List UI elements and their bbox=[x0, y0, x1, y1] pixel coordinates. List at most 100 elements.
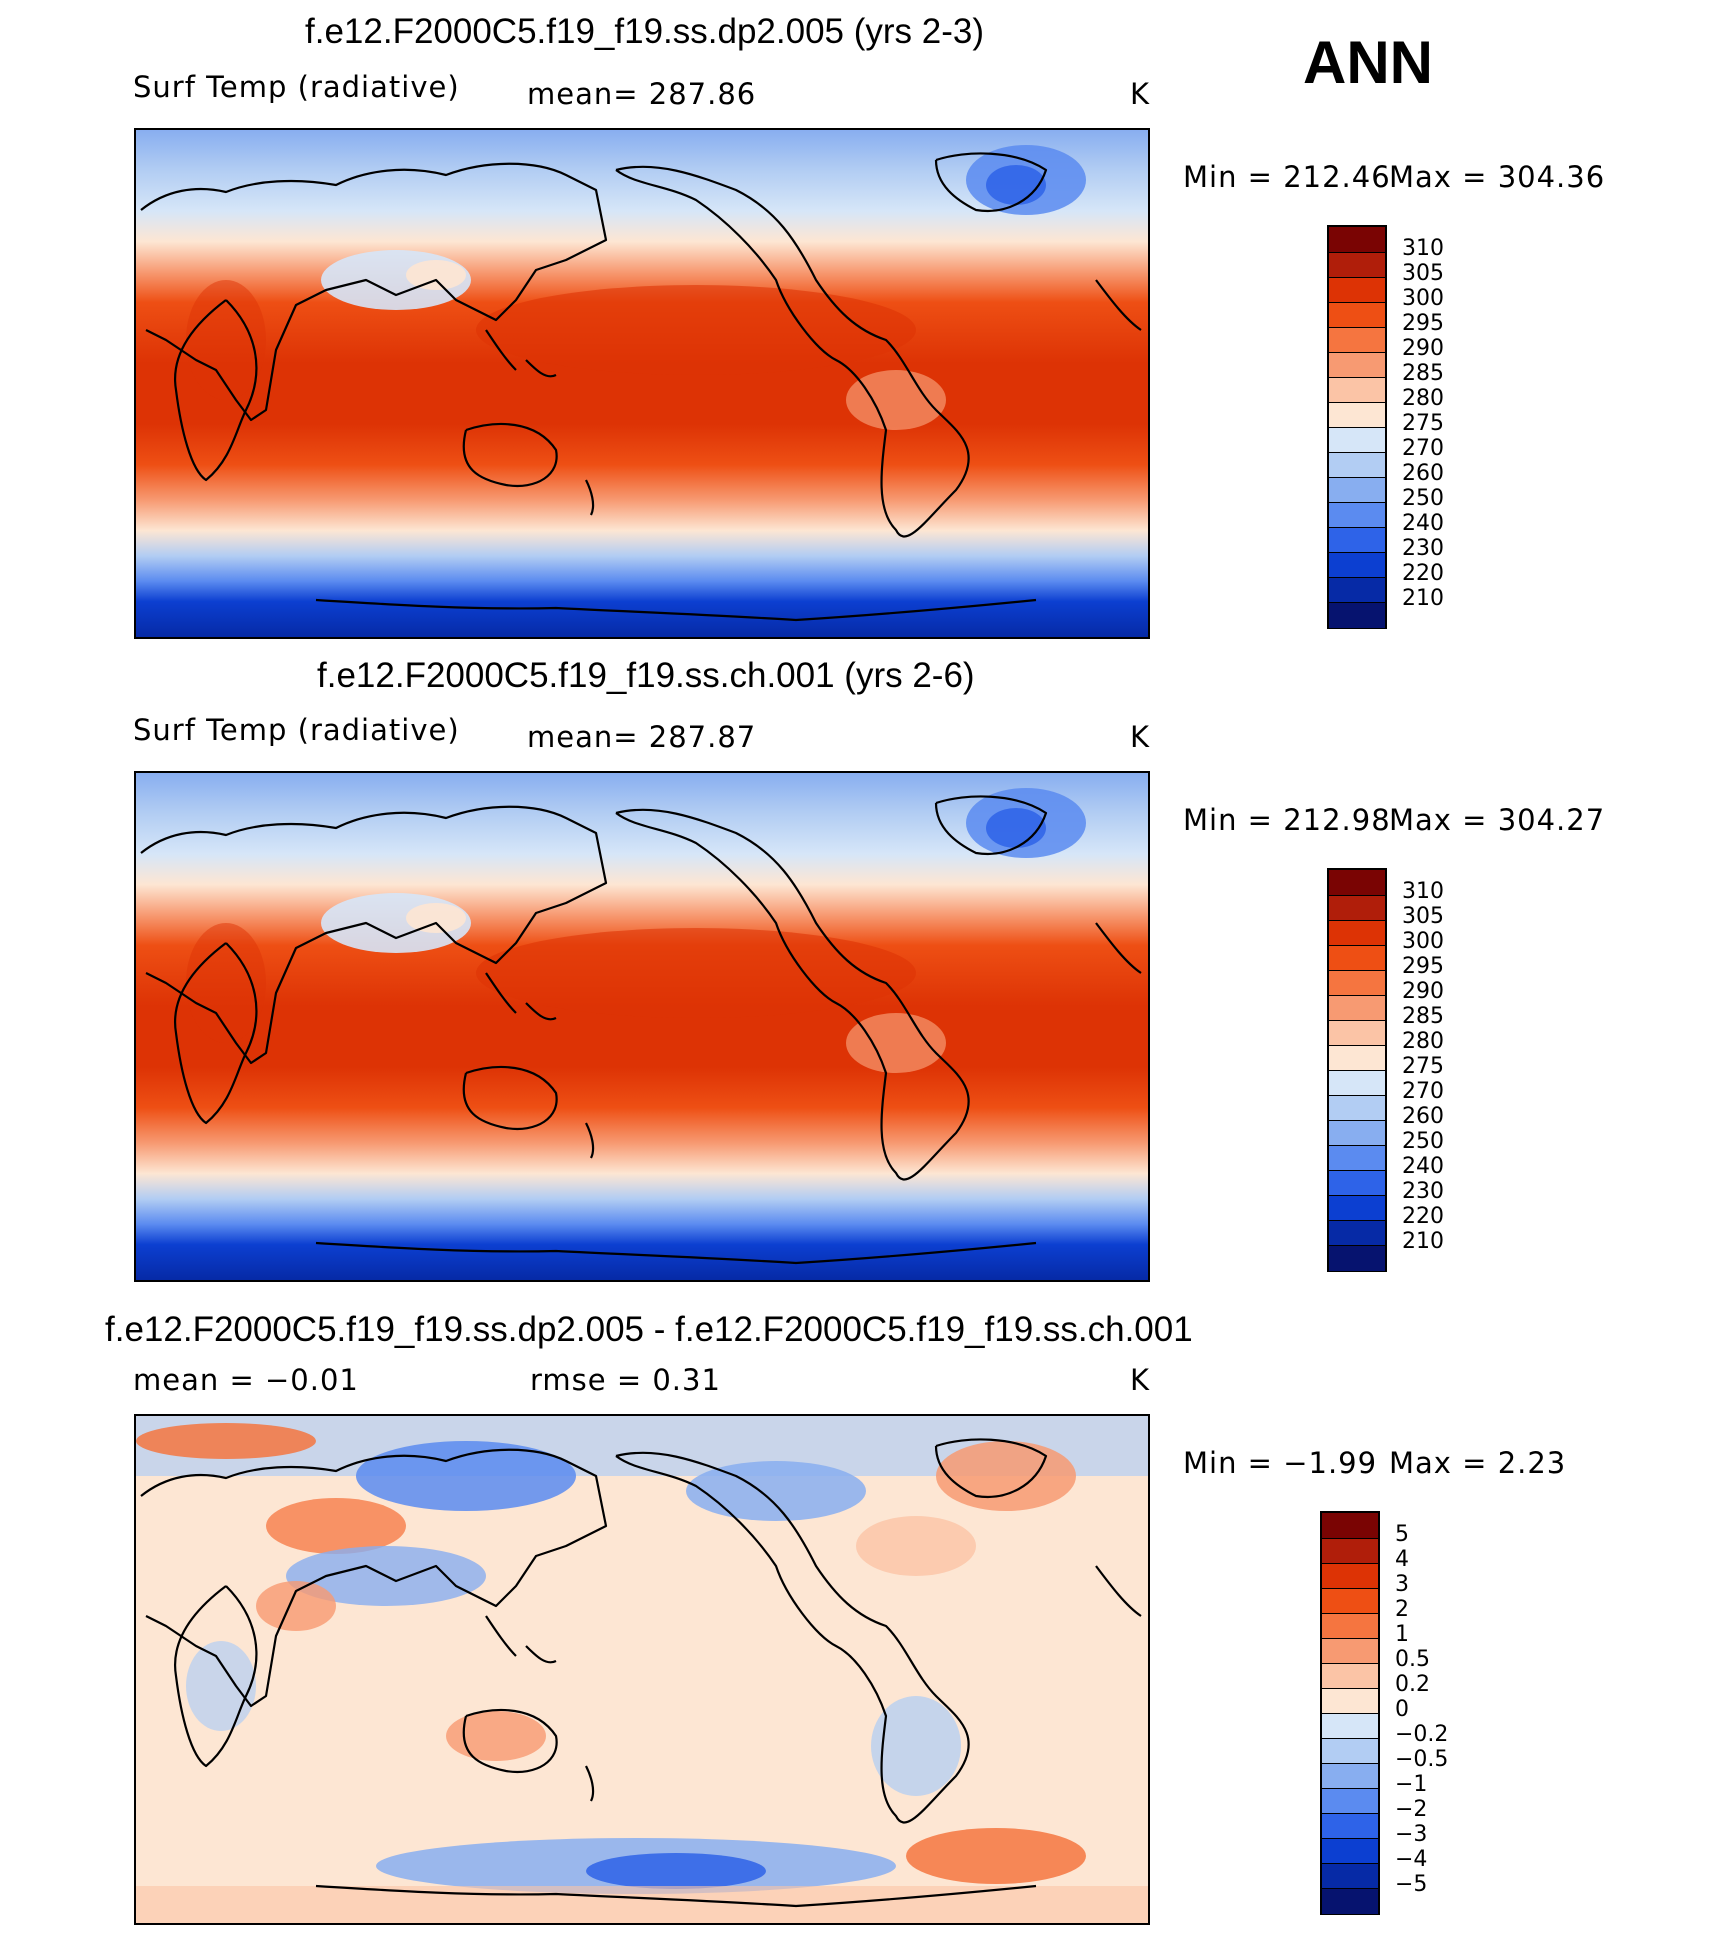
season-label: ANN bbox=[1303, 29, 1433, 96]
colorbar-cell bbox=[1322, 1738, 1378, 1764]
panel-3-map bbox=[134, 1414, 1150, 1925]
colorbar-tick-label: 300 bbox=[1402, 286, 1444, 311]
panel-1-mean-label: mean= 287.86 bbox=[527, 77, 757, 111]
colorbar-tick-label: −5 bbox=[1395, 1872, 1428, 1897]
colorbar-cell bbox=[1322, 1638, 1378, 1664]
colorbar-cell bbox=[1322, 1688, 1378, 1714]
colorbar-tick-label: 290 bbox=[1402, 979, 1444, 1004]
colorbar-cell bbox=[1329, 870, 1385, 895]
colorbar-tick-label: 305 bbox=[1402, 904, 1444, 929]
panel-3-units-label: K bbox=[1130, 1363, 1151, 1397]
panel-2-colorbar bbox=[1327, 868, 1387, 1272]
colorbar-tick-label: 275 bbox=[1402, 411, 1444, 436]
panel-3-rmse-label: rmse = 0.31 bbox=[530, 1363, 721, 1397]
colorbar-cell bbox=[1329, 402, 1385, 428]
colorbar-cell bbox=[1329, 1145, 1385, 1171]
colorbar-cell bbox=[1329, 502, 1385, 528]
panel-3-max-label: Max = 2.23 bbox=[1389, 1446, 1567, 1480]
colorbar-tick-label: 0 bbox=[1395, 1697, 1409, 1722]
colorbar-cell bbox=[1329, 970, 1385, 996]
panel-3-mean-label: mean = −0.01 bbox=[133, 1363, 359, 1397]
colorbar-cell bbox=[1329, 252, 1385, 278]
colorbar-cell bbox=[1329, 352, 1385, 378]
panel-1-variable-label: Surf Temp (radiative) bbox=[133, 70, 460, 104]
colorbar-cell bbox=[1329, 1220, 1385, 1246]
panel-2-land-features bbox=[186, 788, 1086, 1073]
colorbar-tick-label: 280 bbox=[1402, 1029, 1444, 1054]
colorbar-cell bbox=[1329, 1020, 1385, 1046]
colorbar-cell bbox=[1329, 302, 1385, 328]
colorbar-cell bbox=[1329, 1095, 1385, 1121]
colorbar-tick-label: 230 bbox=[1402, 1179, 1444, 1204]
colorbar-cell bbox=[1329, 477, 1385, 503]
colorbar-cell bbox=[1329, 1120, 1385, 1146]
colorbar-cell bbox=[1322, 1663, 1378, 1689]
colorbar-tick-label: 300 bbox=[1402, 929, 1444, 954]
colorbar-tick-label: 5 bbox=[1395, 1522, 1409, 1547]
colorbar-cell bbox=[1329, 577, 1385, 603]
colorbar-cell bbox=[1322, 1538, 1378, 1564]
colorbar-cell bbox=[1322, 1788, 1378, 1814]
panel-1-units-label: K bbox=[1130, 77, 1151, 111]
colorbar-tick-label: 270 bbox=[1402, 1079, 1444, 1104]
colorbar-tick-label: 0.5 bbox=[1395, 1647, 1430, 1672]
colorbar-cell bbox=[1329, 920, 1385, 946]
colorbar-cell bbox=[1329, 1070, 1385, 1096]
colorbar-tick-label: 310 bbox=[1402, 236, 1444, 261]
colorbar-tick-label: −4 bbox=[1395, 1847, 1428, 1872]
colorbar-tick-label: 240 bbox=[1402, 511, 1444, 536]
colorbar-tick-label: 285 bbox=[1402, 361, 1444, 386]
panel-1-colorbar bbox=[1327, 225, 1387, 629]
panel-2-map bbox=[134, 771, 1150, 1282]
panel-2-title: f.e12.F2000C5.f19_f19.ss.ch.001 (yrs 2-6… bbox=[317, 656, 975, 695]
colorbar-cell bbox=[1329, 452, 1385, 478]
colorbar-tick-label: 260 bbox=[1402, 1104, 1444, 1129]
colorbar-tick-label: 220 bbox=[1402, 561, 1444, 586]
colorbar-cell bbox=[1322, 1513, 1378, 1538]
panel-1-title: f.e12.F2000C5.f19_f19.ss.dp2.005 (yrs 2-… bbox=[305, 12, 985, 51]
colorbar-tick-label: 280 bbox=[1402, 386, 1444, 411]
colorbar-tick-label: −2 bbox=[1395, 1797, 1428, 1822]
colorbar-cell bbox=[1329, 1195, 1385, 1221]
colorbar-cell bbox=[1329, 895, 1385, 921]
colorbar-tick-label: 305 bbox=[1402, 261, 1444, 286]
colorbar-cell bbox=[1329, 552, 1385, 578]
colorbar-cell bbox=[1329, 277, 1385, 303]
panel-3-title: f.e12.F2000C5.f19_f19.ss.dp2.005 - f.e12… bbox=[105, 1310, 1193, 1349]
colorbar-cell bbox=[1322, 1813, 1378, 1839]
panel-2-mean-label: mean= 287.87 bbox=[527, 720, 757, 754]
panel-1-map bbox=[134, 128, 1150, 639]
colorbar-cell bbox=[1329, 602, 1385, 628]
colorbar-cell bbox=[1322, 1888, 1378, 1914]
colorbar-cell bbox=[1329, 1170, 1385, 1196]
colorbar-tick-label: 0.2 bbox=[1395, 1672, 1430, 1697]
colorbar-tick-label: 270 bbox=[1402, 436, 1444, 461]
colorbar-tick-label: 285 bbox=[1402, 1004, 1444, 1029]
colorbar-cell bbox=[1329, 527, 1385, 553]
colorbar-tick-label: 240 bbox=[1402, 1154, 1444, 1179]
colorbar-tick-label: 3 bbox=[1395, 1572, 1409, 1597]
colorbar-cell bbox=[1329, 995, 1385, 1021]
colorbar-tick-label: 295 bbox=[1402, 311, 1444, 336]
colorbar-tick-label: 210 bbox=[1402, 1229, 1444, 1254]
colorbar-cell bbox=[1329, 1245, 1385, 1271]
colorbar-cell bbox=[1322, 1838, 1378, 1864]
colorbar-tick-label: 210 bbox=[1402, 586, 1444, 611]
colorbar-cell bbox=[1329, 327, 1385, 353]
colorbar-tick-label: 295 bbox=[1402, 954, 1444, 979]
colorbar-cell bbox=[1322, 1563, 1378, 1589]
colorbar-tick-label: −0.2 bbox=[1395, 1722, 1449, 1747]
colorbar-tick-label: 260 bbox=[1402, 461, 1444, 486]
panel-1-coastlines bbox=[140, 152, 1142, 622]
panel-2-variable-label: Surf Temp (radiative) bbox=[133, 713, 460, 747]
colorbar-tick-label: 4 bbox=[1395, 1547, 1409, 1572]
colorbar-tick-label: 1 bbox=[1395, 1622, 1409, 1647]
panel-2-units-label: K bbox=[1130, 720, 1151, 754]
colorbar-cell bbox=[1329, 227, 1385, 252]
colorbar-tick-label: 2 bbox=[1395, 1597, 1409, 1622]
panel-2-max-label: Max = 304.27 bbox=[1389, 803, 1606, 837]
colorbar-tick-label: −0.5 bbox=[1395, 1747, 1449, 1772]
colorbar-cell bbox=[1329, 945, 1385, 971]
colorbar-cell bbox=[1329, 427, 1385, 453]
panel-1-land-features bbox=[186, 145, 1086, 430]
